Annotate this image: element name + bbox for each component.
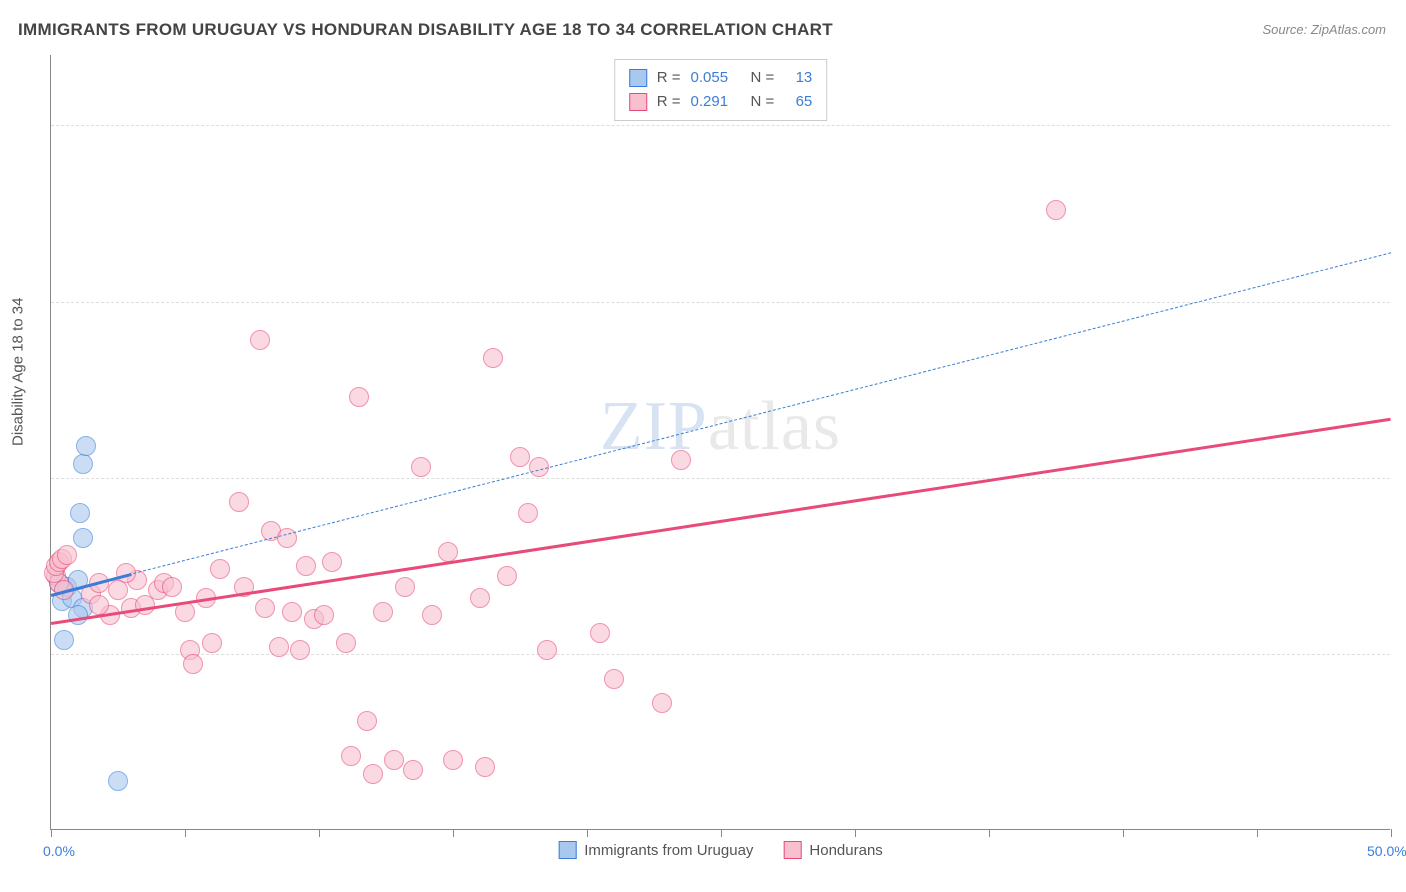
data-point: [89, 595, 109, 615]
data-point: [395, 577, 415, 597]
data-point: [54, 630, 74, 650]
data-point: [73, 454, 93, 474]
data-point: [336, 633, 356, 653]
x-tick: [855, 829, 856, 837]
x-tick: [1257, 829, 1258, 837]
legend-swatch: [629, 69, 647, 87]
trend-line: [51, 252, 1391, 595]
data-point: [296, 556, 316, 576]
data-point: [277, 528, 297, 548]
data-point: [341, 746, 361, 766]
watermark: ZIPatlas: [600, 387, 841, 467]
legend-n-label: N =: [751, 66, 775, 90]
gridline: [51, 125, 1390, 126]
data-point: [590, 623, 610, 643]
data-point: [68, 605, 88, 625]
x-tick: [721, 829, 722, 837]
data-point: [202, 633, 222, 653]
plot-area: ZIPatlas R =0.055N =13R =0.291N =65 Immi…: [50, 55, 1390, 830]
chart-title: IMMIGRANTS FROM URUGUAY VS HONDURAN DISA…: [18, 20, 833, 40]
gridline: [51, 478, 1390, 479]
legend-r-label: R =: [657, 90, 681, 114]
data-point: [357, 711, 377, 731]
data-point: [403, 760, 423, 780]
data-point: [210, 559, 230, 579]
legend-series-item: Immigrants from Uruguay: [558, 841, 753, 859]
gridline: [51, 654, 1390, 655]
data-point: [604, 669, 624, 689]
data-point: [1046, 200, 1066, 220]
x-tick: [587, 829, 588, 837]
legend-series-item: Hondurans: [783, 841, 882, 859]
data-point: [510, 447, 530, 467]
data-point: [475, 757, 495, 777]
legend-swatch: [783, 841, 801, 859]
data-point: [255, 598, 275, 618]
x-tick: [1391, 829, 1392, 837]
data-point: [497, 566, 517, 586]
legend-series-label: Hondurans: [809, 842, 882, 859]
legend-r-value: 0.055: [691, 66, 741, 90]
x-tick: [453, 829, 454, 837]
legend-r-label: R =: [657, 66, 681, 90]
data-point: [483, 348, 503, 368]
legend-n-value: 65: [784, 90, 812, 114]
legend-swatch: [629, 93, 647, 111]
data-point: [518, 503, 538, 523]
data-point: [373, 602, 393, 622]
y-axis-title: Disability Age 18 to 34: [10, 298, 27, 446]
data-point: [652, 693, 672, 713]
data-point: [411, 457, 431, 477]
data-point: [73, 528, 93, 548]
legend-swatch: [558, 841, 576, 859]
x-tick: [989, 829, 990, 837]
data-point: [537, 640, 557, 660]
correlation-legend: R = 0.055 N = 13 R = 0.291 N = 65: [614, 59, 828, 121]
watermark-zip: ZIP: [600, 388, 708, 465]
data-point: [438, 542, 458, 562]
legend-r-value: 0.291: [691, 90, 741, 114]
legend-n-label: N =: [751, 90, 775, 114]
data-point: [57, 545, 77, 565]
x-tick-label: 50.0%: [1367, 843, 1406, 859]
x-tick: [185, 829, 186, 837]
data-point: [108, 580, 128, 600]
watermark-atlas: atlas: [708, 388, 841, 465]
data-point: [229, 492, 249, 512]
data-point: [443, 750, 463, 770]
data-point: [470, 588, 490, 608]
x-tick: [51, 829, 52, 837]
gridline: [51, 302, 1390, 303]
data-point: [290, 640, 310, 660]
data-point: [282, 602, 302, 622]
data-point: [322, 552, 342, 572]
data-point: [314, 605, 334, 625]
data-point: [183, 654, 203, 674]
data-point: [70, 503, 90, 523]
legend-correlation-row: R = 0.291 N = 65: [629, 90, 813, 114]
data-point: [108, 771, 128, 791]
chart-container: IMMIGRANTS FROM URUGUAY VS HONDURAN DISA…: [0, 0, 1406, 892]
data-point: [422, 605, 442, 625]
data-point: [269, 637, 289, 657]
source-attribution: Source: ZipAtlas.com: [1262, 22, 1386, 37]
data-point: [250, 330, 270, 350]
legend-correlation-row: R = 0.055 N = 13: [629, 66, 813, 90]
data-point: [76, 436, 96, 456]
legend-series-label: Immigrants from Uruguay: [584, 842, 753, 859]
data-point: [384, 750, 404, 770]
data-point: [349, 387, 369, 407]
data-point: [671, 450, 691, 470]
legend-n-value: 13: [784, 66, 812, 90]
data-point: [162, 577, 182, 597]
data-point: [363, 764, 383, 784]
x-tick-label: 0.0%: [43, 843, 75, 859]
x-tick: [319, 829, 320, 837]
trend-line: [51, 418, 1391, 625]
series-legend: Immigrants from Uruguay Hondurans: [558, 841, 883, 859]
x-tick: [1123, 829, 1124, 837]
